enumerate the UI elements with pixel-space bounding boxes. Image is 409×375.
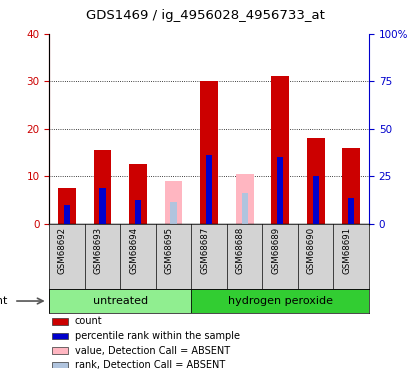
Bar [271, 76, 288, 224]
Text: GDS1469 / ig_4956028_4956733_at: GDS1469 / ig_4956028_4956733_at [85, 9, 324, 22]
Text: agent: agent [0, 296, 8, 306]
Bar [306, 138, 324, 224]
Bar [58, 188, 76, 224]
Bar [235, 174, 253, 224]
Bar [276, 157, 283, 224]
Bar [99, 188, 106, 224]
Text: GSM68690: GSM68690 [306, 227, 315, 274]
Bar [205, 155, 212, 224]
Bar [170, 202, 176, 224]
Bar [64, 205, 70, 224]
Bar [49, 289, 191, 313]
Text: value, Detection Call = ABSENT: value, Detection Call = ABSENT [74, 346, 229, 355]
Text: GSM68692: GSM68692 [58, 227, 67, 274]
Bar [241, 193, 247, 224]
Bar [93, 150, 111, 224]
Bar [52, 362, 68, 369]
Text: GSM68693: GSM68693 [93, 227, 102, 274]
Bar [312, 176, 318, 224]
Text: GSM68695: GSM68695 [164, 227, 173, 274]
Text: rank, Detection Call = ABSENT: rank, Detection Call = ABSENT [74, 360, 225, 370]
Bar [342, 148, 359, 224]
Bar [52, 318, 68, 325]
Bar [347, 198, 353, 224]
Bar [52, 347, 68, 354]
Text: GSM68688: GSM68688 [235, 227, 244, 274]
Bar [135, 200, 141, 224]
Bar [200, 81, 218, 224]
Text: GSM68687: GSM68687 [200, 227, 209, 274]
Text: GSM68691: GSM68691 [342, 227, 351, 274]
Bar [164, 181, 182, 224]
Text: count: count [74, 316, 102, 326]
Bar [52, 333, 68, 339]
Bar [129, 164, 146, 224]
Text: GSM68694: GSM68694 [129, 227, 138, 274]
Text: hydrogen peroxide: hydrogen peroxide [227, 296, 332, 306]
Bar [191, 289, 368, 313]
Text: GSM68689: GSM68689 [270, 227, 279, 274]
Text: untreated: untreated [92, 296, 148, 306]
Text: percentile rank within the sample: percentile rank within the sample [74, 331, 239, 341]
